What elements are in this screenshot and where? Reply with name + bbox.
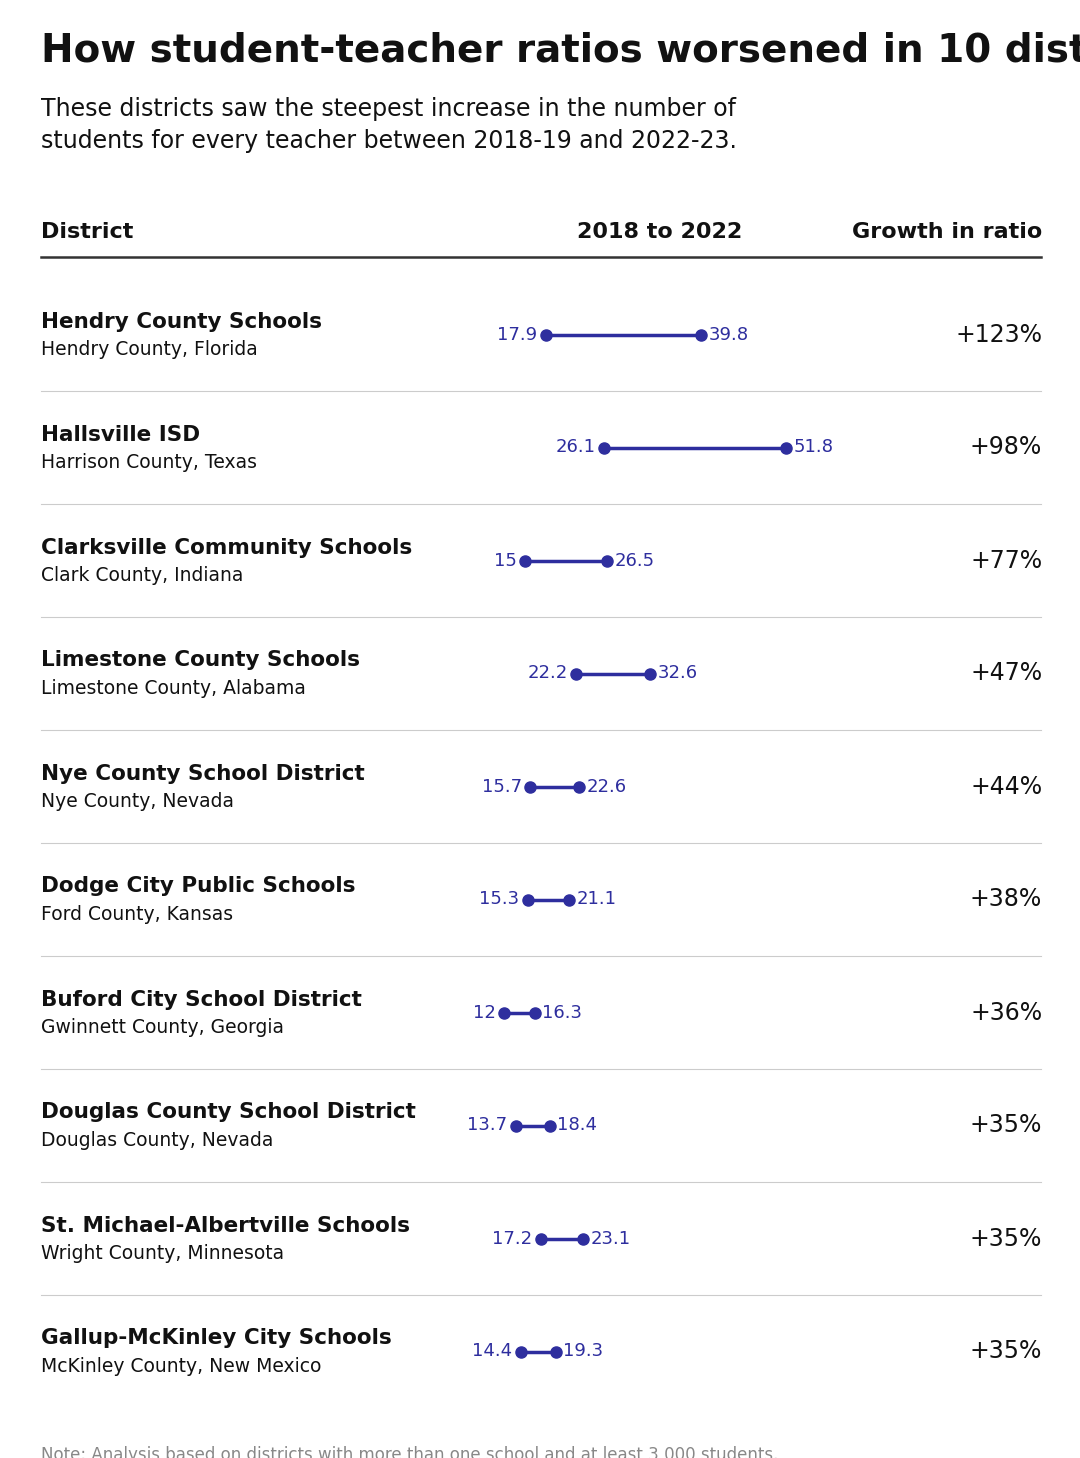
Text: Clarksville Community Schools: Clarksville Community Schools bbox=[41, 538, 413, 557]
Text: Douglas County, Nevada: Douglas County, Nevada bbox=[41, 1131, 273, 1150]
Text: 12: 12 bbox=[473, 1003, 496, 1022]
Text: +47%: +47% bbox=[970, 662, 1042, 685]
Text: 18.4: 18.4 bbox=[557, 1117, 597, 1134]
Text: Hallsville ISD: Hallsville ISD bbox=[41, 424, 200, 445]
Text: Nye County, Nevada: Nye County, Nevada bbox=[41, 792, 234, 811]
Text: 17.2: 17.2 bbox=[492, 1229, 532, 1248]
Text: 21.1: 21.1 bbox=[577, 891, 617, 908]
Text: +77%: +77% bbox=[970, 548, 1042, 573]
Text: 2018 to 2022: 2018 to 2022 bbox=[578, 222, 743, 242]
Text: +35%: +35% bbox=[970, 1340, 1042, 1363]
Text: +123%: +123% bbox=[955, 322, 1042, 347]
Text: Buford City School District: Buford City School District bbox=[41, 990, 362, 1009]
Text: 32.6: 32.6 bbox=[658, 665, 698, 682]
Text: +44%: +44% bbox=[970, 774, 1042, 799]
Text: 17.9: 17.9 bbox=[497, 325, 538, 344]
Text: Harrison County, Texas: Harrison County, Texas bbox=[41, 453, 257, 472]
Text: 14.4: 14.4 bbox=[472, 1343, 513, 1360]
Text: Growth in ratio: Growth in ratio bbox=[852, 222, 1042, 242]
Text: +35%: +35% bbox=[970, 1226, 1042, 1251]
Text: Nye County School District: Nye County School District bbox=[41, 764, 365, 783]
Text: 16.3: 16.3 bbox=[542, 1003, 582, 1022]
Text: Limestone County, Alabama: Limestone County, Alabama bbox=[41, 679, 306, 698]
Text: 39.8: 39.8 bbox=[708, 325, 748, 344]
Text: These districts saw the steepest increase in the number of
students for every te: These districts saw the steepest increas… bbox=[41, 98, 737, 153]
Text: Note: Analysis based on districts with more than one school and at least 3,000 s: Note: Analysis based on districts with m… bbox=[41, 1446, 779, 1458]
Text: District: District bbox=[41, 222, 134, 242]
Text: 26.5: 26.5 bbox=[615, 551, 654, 570]
Text: Limestone County Schools: Limestone County Schools bbox=[41, 650, 360, 671]
Text: 23.1: 23.1 bbox=[591, 1229, 631, 1248]
Text: 15.3: 15.3 bbox=[478, 891, 518, 908]
Text: Dodge City Public Schools: Dodge City Public Schools bbox=[41, 876, 355, 897]
Text: Wright County, Minnesota: Wright County, Minnesota bbox=[41, 1244, 284, 1263]
Text: +35%: +35% bbox=[970, 1114, 1042, 1137]
Text: Clark County, Indiana: Clark County, Indiana bbox=[41, 566, 243, 585]
Text: 22.6: 22.6 bbox=[586, 777, 626, 796]
Text: Hendry County Schools: Hendry County Schools bbox=[41, 312, 322, 331]
Text: 15.7: 15.7 bbox=[482, 777, 522, 796]
Text: St. Michael-Albertville Schools: St. Michael-Albertville Schools bbox=[41, 1216, 410, 1235]
Text: How student-teacher ratios worsened in 10 districts: How student-teacher ratios worsened in 1… bbox=[41, 32, 1080, 70]
Text: 26.1: 26.1 bbox=[555, 439, 595, 456]
Text: Ford County, Kansas: Ford County, Kansas bbox=[41, 905, 233, 924]
Text: +36%: +36% bbox=[970, 1000, 1042, 1025]
Text: Hendry County, Florida: Hendry County, Florida bbox=[41, 340, 258, 359]
Text: 19.3: 19.3 bbox=[564, 1343, 604, 1360]
Text: 15: 15 bbox=[494, 551, 516, 570]
Text: Gwinnett County, Georgia: Gwinnett County, Georgia bbox=[41, 1018, 284, 1037]
Text: McKinley County, New Mexico: McKinley County, New Mexico bbox=[41, 1357, 322, 1376]
Text: Gallup-McKinley City Schools: Gallup-McKinley City Schools bbox=[41, 1328, 392, 1349]
Text: 22.2: 22.2 bbox=[527, 665, 568, 682]
Text: Douglas County School District: Douglas County School District bbox=[41, 1102, 416, 1123]
Text: 13.7: 13.7 bbox=[468, 1117, 508, 1134]
Text: 51.8: 51.8 bbox=[794, 439, 834, 456]
Text: +38%: +38% bbox=[970, 888, 1042, 911]
Text: +98%: +98% bbox=[970, 436, 1042, 459]
